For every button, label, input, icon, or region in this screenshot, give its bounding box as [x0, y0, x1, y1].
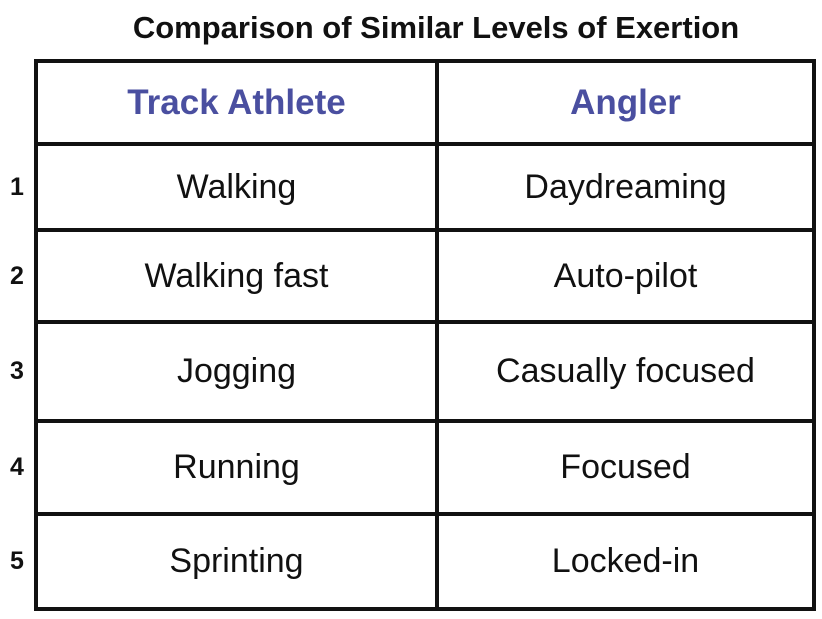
row-number: 2 [10, 261, 24, 290]
row-number: 5 [10, 547, 24, 575]
table-cell: Walking fast [144, 256, 329, 295]
table-title: Comparison of Similar Levels of Exertion [132, 10, 740, 45]
table-cell: Casually focused [496, 352, 755, 390]
row-divider [34, 512, 816, 516]
row-number: 4 [10, 453, 24, 481]
column-divider [435, 59, 439, 611]
row-divider [34, 320, 816, 324]
row-divider [34, 419, 816, 423]
table-cell: Locked-in [551, 542, 700, 580]
table-cell: Sprinting [169, 542, 304, 580]
row-divider [34, 142, 816, 146]
column-header-track-athlete: Track Athlete [127, 82, 346, 122]
table-cell: Daydreaming [524, 167, 727, 206]
row-number: 3 [10, 357, 24, 385]
table-cell: Running [173, 448, 300, 486]
row-number: 1 [10, 172, 24, 201]
table-cell: Walking [176, 167, 297, 206]
comparison-table [34, 59, 816, 611]
table-cell: Focused [560, 448, 691, 486]
row-divider [34, 228, 816, 232]
column-header-angler: Angler [570, 82, 681, 122]
table-cell: Jogging [176, 352, 297, 390]
table-cell: Auto-pilot [553, 256, 698, 295]
